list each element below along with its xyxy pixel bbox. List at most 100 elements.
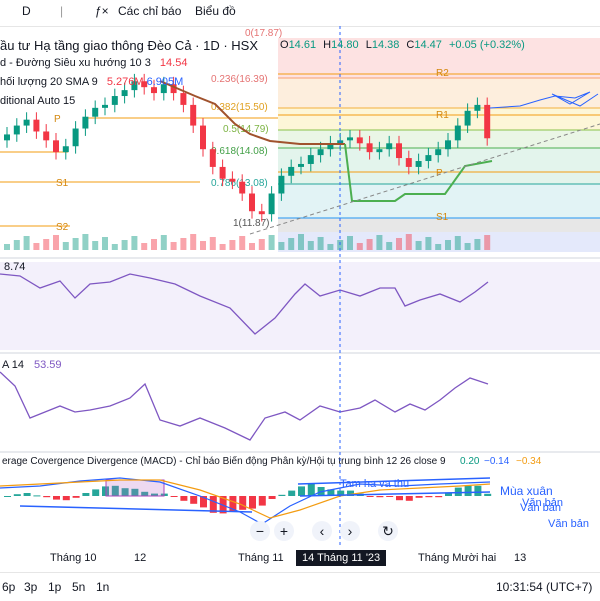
volume-bar: [72, 238, 79, 250]
main-chart[interactable]: 0(17.87) 0.236(16.39) 0.382(15.50) 0.5(1…: [0, 26, 600, 548]
scroll-left-button[interactable]: ‹: [312, 521, 332, 541]
scroll-right-button[interactable]: ›: [340, 521, 360, 541]
toolbar-interval[interactable]: D: [22, 4, 31, 18]
adx-label: A 14: [2, 359, 24, 371]
ohlc-readout: O14.61 H14.80 L14.38 C14.47 +0.05 (+0.32…: [280, 39, 529, 51]
top-toolbar: D | ƒ× Các chỉ báo Biểu đồ: [0, 0, 600, 27]
volume-bar: [170, 242, 177, 250]
range-1d[interactable]: 1n: [96, 580, 110, 594]
candle-body: [43, 131, 50, 141]
macd-bar: [33, 495, 41, 497]
candle-body: [111, 96, 118, 105]
candle-body: [366, 143, 373, 153]
close-value: 14.47: [414, 39, 442, 51]
macd-bar: [111, 485, 119, 496]
candle-body: [13, 125, 20, 135]
volume-label: hối lượng 20 SMA 9: [0, 76, 98, 88]
xaxis-label-5: 13: [514, 552, 527, 564]
trendline: [249, 123, 600, 235]
macd-bar: [258, 496, 266, 506]
macd-bar: [366, 496, 374, 497]
supertrend-legend[interactable]: d - Đường Siêu xu hướng 10 3 14.54: [0, 57, 187, 69]
pivot-legend[interactable]: ditional Auto 15: [0, 95, 76, 107]
volume-bars: [4, 234, 491, 250]
candle-body: [356, 137, 363, 144]
change-value: +0.05 (+0.32%): [448, 39, 525, 51]
candle-body: [92, 107, 99, 117]
range-6m[interactable]: 6p: [2, 580, 16, 594]
range-5d[interactable]: 5n: [72, 580, 86, 594]
candle-body: [62, 146, 69, 153]
volume-bar: [278, 242, 285, 250]
macd-bar: [405, 496, 413, 501]
supertrend-value: 14.54: [159, 57, 188, 69]
volume-bar: [219, 244, 226, 250]
volume-bar: [307, 241, 314, 250]
bottom-bar: 6p 3p 1p 5n 1n 10:31:54 (UTC+7): [0, 572, 600, 601]
candle-body: [200, 125, 206, 150]
pivot-r1: R1: [436, 110, 449, 121]
high-value: 14.80: [331, 39, 359, 51]
fx-icon[interactable]: ƒ×: [95, 4, 109, 18]
annotation-1[interactable]: Tam ha va thu: [340, 478, 410, 490]
macd-value-1: 0.20: [460, 456, 480, 467]
toolbar-indicators[interactable]: Các chỉ báo: [118, 4, 182, 18]
candle-body: [298, 163, 304, 167]
chart-area[interactable]: 0(17.87) 0.236(16.39) 0.382(15.50) 0.5(1…: [0, 26, 600, 548]
macd-bar: [62, 496, 70, 501]
candle-body: [209, 149, 216, 167]
annotation-2[interactable]: Mùa xuân: [500, 484, 553, 498]
macd-bar: [376, 496, 384, 498]
volume-bar: [327, 244, 334, 250]
fib-label-618: 0.618(14.08): [211, 146, 268, 157]
macd-bar: [435, 496, 443, 498]
reset-chart-button[interactable]: ↻: [378, 521, 398, 541]
macd-bar: [180, 496, 188, 501]
volume-bar: [13, 240, 20, 250]
volume-bar: [229, 240, 236, 250]
supertrend-down-line: [159, 80, 345, 145]
time-axis[interactable]: Tháng 10 12 Tháng 11 14 Tháng 11 '23 Thá…: [0, 548, 600, 570]
volume-legend[interactable]: hối lượng 20 SMA 9 5.276M 6.905M: [0, 76, 183, 88]
annotation-3[interactable]: Văn bản: [522, 497, 563, 509]
volume-bar: [484, 235, 491, 250]
macd-value-3: −0.34: [516, 456, 542, 467]
macd-highlight-box: [105, 479, 165, 497]
pivot-labels: R2 R1 P P S1 S1 S2: [54, 68, 449, 233]
candle-body: [33, 119, 40, 132]
candle-body: [72, 128, 79, 147]
macd-bar: [131, 488, 139, 496]
volume-bar: [376, 235, 383, 250]
candle-body: [396, 143, 402, 159]
candle-body: [347, 137, 353, 141]
volume-bar: [33, 243, 40, 250]
volume-bar: [200, 241, 206, 250]
volume-bar: [239, 236, 246, 250]
macd-bar: [249, 496, 256, 509]
range-3m[interactable]: 3p: [24, 580, 38, 594]
macd-bar: [268, 496, 276, 499]
volume-bar: [4, 244, 10, 250]
zoom-out-button[interactable]: −: [250, 521, 270, 541]
annotation-5[interactable]: Văn bản: [548, 518, 589, 530]
candle-body: [268, 193, 275, 215]
pivot-lines: [0, 73, 600, 227]
volume-bar: [23, 236, 30, 250]
candle-body: [484, 104, 491, 139]
pivot-p-right: P: [436, 168, 443, 179]
macd-bar: [170, 496, 178, 497]
annotation-4[interactable]: Văn bản: [520, 502, 561, 514]
range-1m[interactable]: 1p: [48, 580, 62, 594]
clock[interactable]: 10:31:54 (UTC+7): [496, 580, 593, 594]
toolbar-chart[interactable]: Biểu đồ: [195, 4, 236, 18]
volume-bar: [347, 236, 353, 250]
open-value: 14.61: [288, 39, 317, 51]
volume-bar: [53, 235, 59, 250]
volume-bar: [43, 239, 50, 250]
zoom-in-button[interactable]: +: [274, 521, 294, 541]
candle-body: [249, 193, 255, 212]
macd-bar: [278, 494, 286, 496]
candle-body: [386, 143, 393, 150]
symbol-title[interactable]: ầu tư Hạ tầng giao thông Đèo Cả · 1D · H…: [0, 38, 259, 53]
volume-bar: [121, 240, 128, 250]
